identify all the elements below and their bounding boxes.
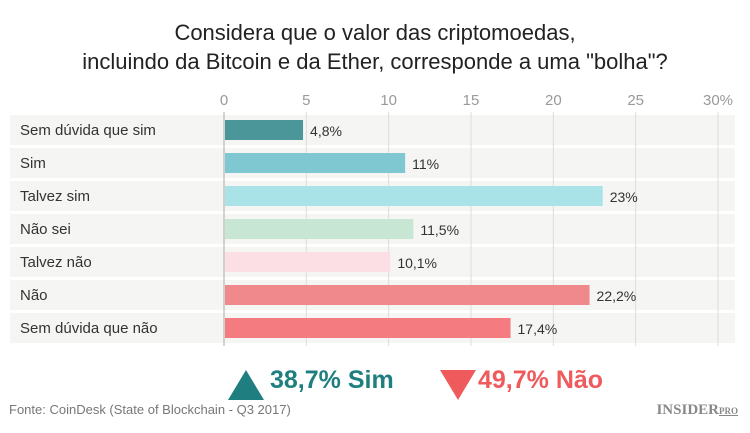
bar [225,219,414,239]
bar [225,285,590,305]
chart-title: Considera que o valor das criptomoedas, … [0,18,750,76]
tick-label: 25 [627,92,644,109]
logo-text: INSIDER [656,402,719,418]
category-label: Sem dúvida que sim [20,122,156,139]
value-label: 11% [412,156,439,172]
value-label: 11,5% [420,222,459,238]
tick-label: 5 [302,92,310,109]
bar [225,186,603,206]
category-label: Talvez não [20,254,92,271]
value-label: 4,8% [310,123,342,139]
tick-label: 20 [545,92,562,109]
summary-yes: 38,7% Sim [270,366,394,394]
tick-label: 30% [703,92,733,109]
category-label: Sem dúvida que não [20,320,158,337]
bar [225,318,511,338]
tick-label: 0 [220,92,228,109]
bar [225,153,406,173]
logo-suffix: PRO [719,406,738,416]
category-label: Talvez sim [20,188,90,205]
value-label: 17,4% [518,321,558,337]
up-triangle-icon [228,370,264,400]
category-label: Sim [20,155,46,172]
value-label: 10,1% [397,255,437,271]
tick-label: 10 [380,92,397,109]
logo: INSIDERPRO [656,402,738,419]
value-label: 22,2% [597,288,637,304]
down-triangle-icon [440,370,476,400]
source-note: Fonte: CoinDesk (State of Blockchain - Q… [9,402,291,417]
tick-label: 15 [463,92,480,109]
title-line-2: incluindo da Bitcoin e da Ether, corresp… [82,49,668,74]
title-line-1: Considera que o valor das criptomoedas, [174,20,576,45]
summary: 38,7% Sim 49,7% Não [0,366,750,400]
category-label: Não [20,287,48,304]
bar-chart: 0 5 10 15 20 25 30% Sem dúvida que sim 4,8% Sim 11… [10,92,735,346]
value-label: 23% [610,189,638,205]
bar [225,120,304,140]
category-label: Não sei [20,221,71,238]
summary-no: 49,7% Não [478,366,604,394]
row-band [10,115,735,145]
bar [225,252,391,272]
